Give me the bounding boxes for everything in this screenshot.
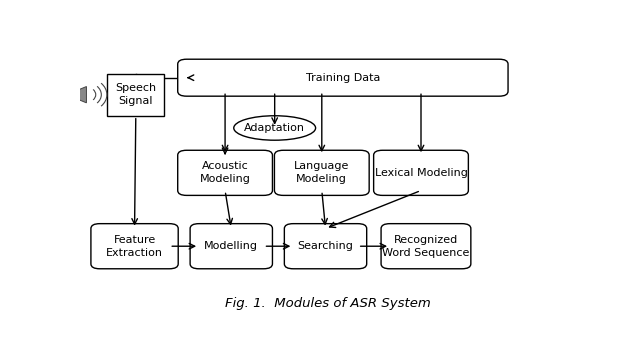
FancyBboxPatch shape: [178, 59, 508, 96]
Text: Speech
Signal: Speech Signal: [115, 83, 156, 106]
Text: Feature
Extraction: Feature Extraction: [106, 235, 163, 258]
Text: Modelling: Modelling: [204, 241, 259, 251]
Text: Fig. 1.  Modules of ASR System: Fig. 1. Modules of ASR System: [225, 297, 431, 310]
Text: Language
Modeling: Language Modeling: [294, 161, 349, 184]
FancyBboxPatch shape: [284, 224, 367, 269]
Text: Training Data: Training Data: [306, 73, 380, 83]
FancyBboxPatch shape: [178, 150, 273, 196]
FancyBboxPatch shape: [374, 150, 468, 196]
Text: Adaptation: Adaptation: [244, 123, 305, 133]
Text: Lexical Modeling: Lexical Modeling: [374, 168, 467, 178]
Bar: [108, 74, 164, 116]
FancyBboxPatch shape: [381, 224, 471, 269]
Polygon shape: [79, 86, 86, 103]
Text: Acoustic
Modeling: Acoustic Modeling: [200, 161, 250, 184]
Text: Recognized
Word Sequence: Recognized Word Sequence: [382, 235, 470, 258]
FancyBboxPatch shape: [275, 150, 369, 196]
FancyBboxPatch shape: [91, 224, 178, 269]
Ellipse shape: [234, 116, 316, 140]
FancyBboxPatch shape: [190, 224, 273, 269]
Text: Searching: Searching: [298, 241, 353, 251]
